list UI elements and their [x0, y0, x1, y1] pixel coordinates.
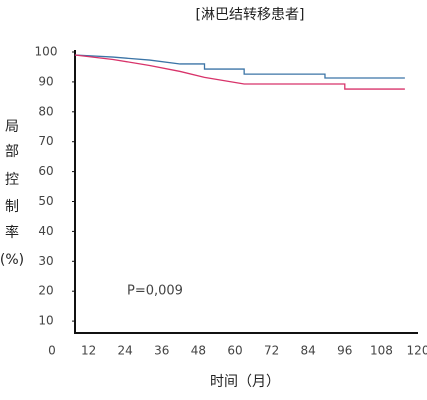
- x-axis-label: 时间（月）: [210, 374, 280, 390]
- y-tick-label: 20: [38, 284, 53, 298]
- x-tick-label: 120: [407, 344, 427, 358]
- y-axis-label: 率: [5, 224, 19, 241]
- annotation: P=0,009: [127, 284, 183, 299]
- y-tick-label: 10: [38, 314, 53, 328]
- y-tick-label: 70: [38, 134, 53, 148]
- x-tick-label: 72: [264, 344, 279, 358]
- x-tick-label: 108: [370, 344, 393, 358]
- y-axis-label: (%): [0, 252, 24, 268]
- series-line: [74, 54, 405, 90]
- y-tick-label: 60: [38, 164, 53, 178]
- x-tick-label: 84: [301, 344, 316, 358]
- y-axis-label: 制: [5, 199, 19, 215]
- y-tick-label: 80: [38, 104, 53, 118]
- y-axis-label: 控: [5, 172, 19, 188]
- x-tick-label: 96: [337, 344, 352, 358]
- x-tick-label: 36: [154, 344, 169, 358]
- series-line: [74, 54, 405, 79]
- x-tick-label: 48: [191, 344, 206, 358]
- x-tick-label: 24: [118, 344, 133, 358]
- y-tick-label: 100: [35, 45, 58, 59]
- y-tick-label: 50: [38, 194, 53, 208]
- y-tick-label: 90: [38, 74, 53, 88]
- y-tick-label: 30: [38, 254, 53, 268]
- x-tick-label: 60: [227, 344, 242, 358]
- x-tick-label: 12: [81, 344, 96, 358]
- y-axis-label: 局: [5, 119, 19, 135]
- y-tick-label: 40: [38, 224, 53, 238]
- y-axis-label: 部: [5, 144, 19, 160]
- x-tick-label: 0: [48, 344, 56, 358]
- chart-title: [淋巴结转移患者]: [196, 7, 305, 23]
